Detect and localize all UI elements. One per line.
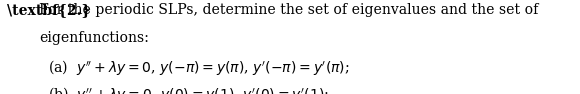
Text: (b)  $y'' + \lambda y = 0$, $y(0) = y(1)$, $y'(0) = y'(1)$;: (b) $y'' + \lambda y = 0$, $y(0) = y(1)$…: [48, 85, 328, 94]
Text: \textbf{2.}: \textbf{2.}: [7, 3, 90, 17]
Text: For the periodic SLPs, determine the set of eigenvalues and the set of: For the periodic SLPs, determine the set…: [39, 3, 538, 17]
Text: (a)  $y'' + \lambda y = 0$, $y(-\pi) = y(\pi)$, $y'(-\pi) = y'(\pi)$;: (a) $y'' + \lambda y = 0$, $y(-\pi) = y(…: [48, 58, 349, 77]
Text: eigenfunctions:: eigenfunctions:: [39, 31, 149, 45]
